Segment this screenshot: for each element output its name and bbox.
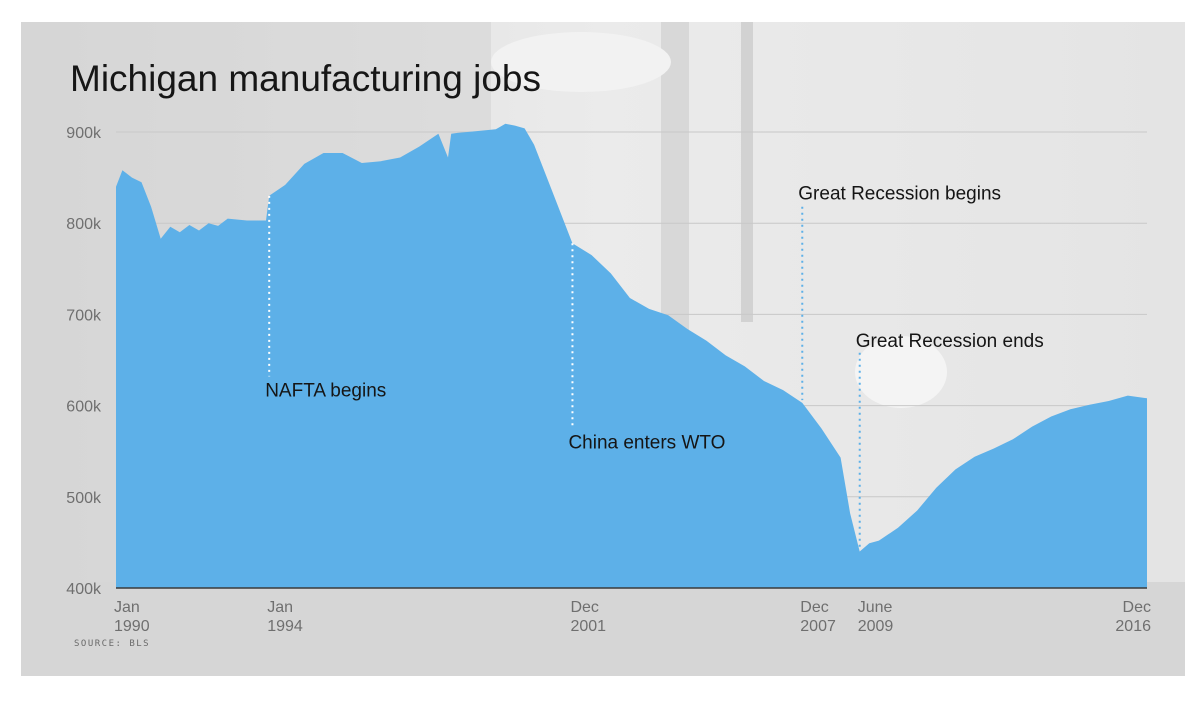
y-tick-label: 800k	[66, 216, 102, 233]
y-tick-label: 500k	[66, 490, 102, 507]
x-tick-label: 1990	[114, 618, 150, 635]
x-tick-label: Jan	[114, 599, 140, 616]
annotation-label: NAFTA begins	[265, 380, 386, 401]
y-tick-label: 400k	[66, 581, 102, 598]
y-tick-label: 700k	[66, 307, 102, 324]
y-axis: 400k 500k 600k 700k 800k 900k	[66, 125, 102, 598]
chart: NAFTA begins China enters WTO Great Recess…	[66, 123, 1151, 635]
annotations: NAFTA begins China enters WTO Great Recess…	[265, 183, 1044, 549]
x-tick-label: Dec	[1123, 599, 1151, 616]
x-tick-label: Dec	[570, 599, 598, 616]
source-note: SOURCE: BLS	[74, 639, 151, 649]
y-tick-label: 900k	[66, 125, 102, 142]
annotation-label: Great Recession begins	[798, 183, 1001, 204]
x-tick-label: June	[858, 599, 893, 616]
y-tick-label: 600k	[66, 399, 102, 416]
area-fill	[116, 123, 1147, 589]
annotation-label: Great Recession ends	[856, 331, 1044, 352]
x-tick-label: Dec	[800, 599, 828, 616]
x-tick-label: 1994	[267, 618, 303, 635]
x-tick-label: 2007	[800, 618, 836, 635]
x-tick-label: 2009	[858, 618, 894, 635]
chart-card: Michigan manufacturing jobs NAFTA begins…	[21, 22, 1185, 676]
x-tick-label: Jan	[267, 599, 293, 616]
x-tick-label: 2001	[570, 618, 606, 635]
x-tick-label: 2016	[1115, 618, 1151, 635]
annotation-label: China enters WTO	[568, 432, 725, 453]
series-area	[116, 123, 1147, 589]
x-axis: Jan 1990 Jan 1994 Dec 2001 Dec 2007 June 2009 Dec 2…	[114, 599, 1151, 635]
chart-title: Michigan manufacturing jobs	[70, 58, 541, 99]
